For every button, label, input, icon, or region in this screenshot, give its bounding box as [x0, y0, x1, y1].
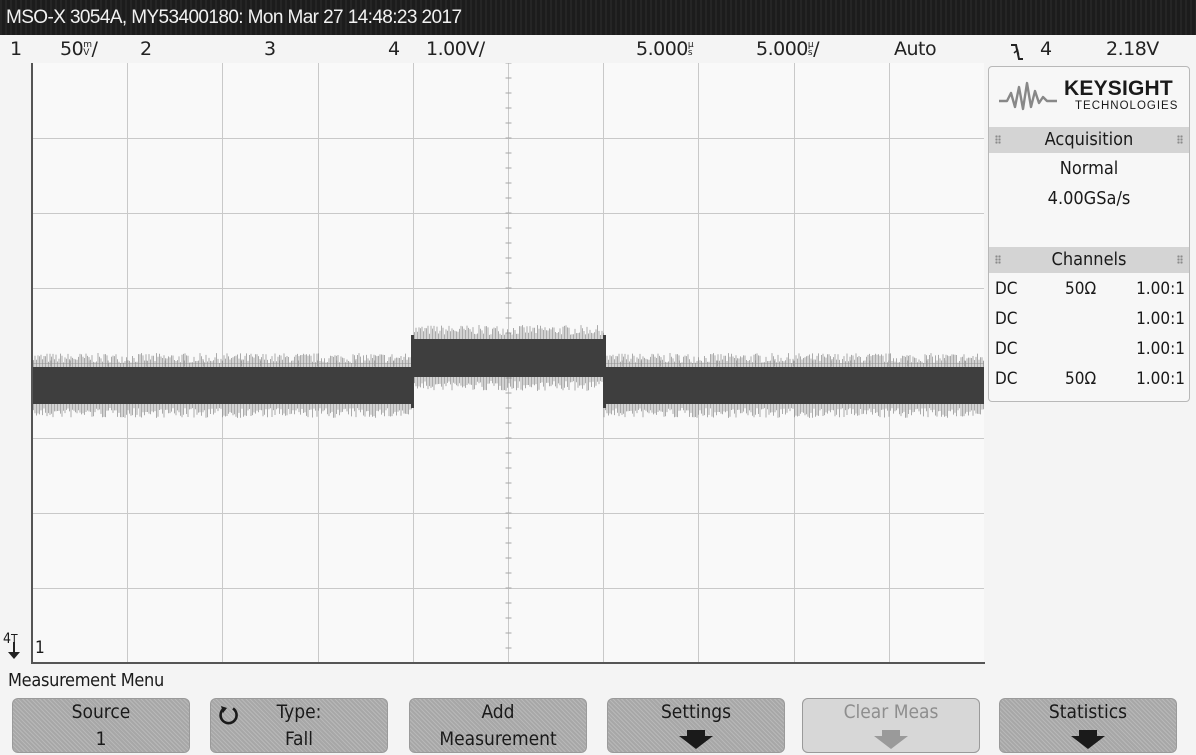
trace-band: [604, 367, 984, 404]
display-left-border: [31, 63, 33, 663]
trigger-level-arrow-icon: [13, 642, 15, 654]
coupling: DC: [995, 309, 1018, 329]
probe-ratio: 1.00:1: [1136, 369, 1185, 389]
waveform-display[interactable]: [32, 63, 984, 663]
brand-name: KEYSIGHT: [1064, 77, 1173, 100]
impedance: 50Ω: [1065, 369, 1097, 389]
submenu-arrow-icon: [874, 736, 908, 749]
trace-band: [413, 339, 604, 377]
submenu-arrow-icon: [679, 736, 713, 749]
trigger-source[interactable]: 4: [1040, 38, 1052, 60]
grip-icon: [1177, 255, 1183, 264]
submenu-arrow-icon: [1071, 736, 1105, 749]
ch1-scale[interactable]: 50 m V /: [60, 38, 98, 60]
brand-subtitle: TECHNOLOGIES: [1075, 100, 1179, 112]
timebase[interactable]: 5.000 μ s /: [756, 38, 820, 60]
submenu-arrow-icon: [1079, 730, 1097, 737]
type-softkey[interactable]: Type: Fall: [210, 698, 388, 753]
ch3-number[interactable]: 3: [264, 38, 276, 60]
grip-icon: [995, 135, 1001, 144]
title-text: MSO-X 3054A, MY53400180: Mon Mar 27 14:4…: [6, 7, 462, 28]
ch4-number[interactable]: 4: [388, 38, 400, 60]
ch1-number[interactable]: 1: [10, 38, 22, 60]
impedance: 50Ω: [1065, 279, 1097, 299]
coupling: DC: [995, 369, 1018, 389]
channel-row: DC 50Ω 1.00:1: [995, 277, 1185, 301]
channel-row: DC 50Ω 1.00:1: [995, 367, 1185, 391]
grip-icon: [1177, 135, 1183, 144]
trigger-level-marker[interactable]: 4T: [3, 632, 20, 659]
submenu-arrow-icon: [882, 730, 900, 737]
menu-title: Measurement Menu: [8, 670, 164, 691]
coupling: DC: [995, 339, 1018, 359]
time-delay[interactable]: 5.000 μ s: [636, 38, 694, 60]
add-measurement-softkey[interactable]: Add Measurement: [409, 698, 587, 753]
acquisition-mode: Normal: [1059, 158, 1119, 179]
channel-row: DC 1.00:1: [995, 307, 1185, 331]
statistics-softkey[interactable]: Statistics: [999, 698, 1177, 753]
ch2-number[interactable]: 2: [140, 38, 152, 60]
trigger-mode[interactable]: Auto: [894, 38, 937, 60]
trigger-level-arrowhead: [8, 652, 20, 659]
sample-rate: 4.00GSa/s: [1047, 188, 1131, 209]
ch4-scale[interactable]: 1.00V/: [426, 38, 485, 60]
rotate-knob-icon: [219, 706, 238, 725]
trace-band: [32, 367, 413, 404]
ch1-ground-marker[interactable]: 1: [35, 638, 45, 658]
status-bar: 1 50 m V/ 2 3 4 1.00V/ 5.000 μ s 5.000 μ s / Au…: [0, 35, 1196, 63]
acquisition-heading[interactable]: Acquisition: [989, 127, 1189, 153]
keysight-wave-icon: [999, 81, 1057, 111]
probe-ratio: 1.00:1: [1136, 339, 1185, 359]
channels-heading[interactable]: Channels: [989, 247, 1189, 273]
trace-falling-edge: [603, 335, 606, 408]
source-softkey[interactable]: Source 1: [12, 698, 190, 753]
title-bar: MSO-X 3054A, MY53400180: Mon Mar 27 14:4…: [0, 0, 1196, 35]
coupling: DC: [995, 279, 1018, 299]
settings-softkey[interactable]: Settings: [607, 698, 785, 753]
trace-rising-edge: [411, 335, 414, 408]
probe-ratio: 1.00:1: [1136, 309, 1185, 329]
trigger-level[interactable]: 2.18V: [1106, 38, 1159, 60]
keysight-logo: KEYSIGHT TECHNOLOGIES: [989, 67, 1189, 127]
falling-edge-icon[interactable]: [1010, 41, 1024, 60]
probe-ratio: 1.00:1: [1136, 279, 1185, 299]
display-bottom-border: [31, 662, 985, 664]
clear-meas-softkey[interactable]: Clear Meas: [802, 698, 980, 753]
grip-icon: [995, 255, 1001, 264]
channel-1-trace: [32, 325, 984, 418]
channel-row: DC 1.00:1: [995, 337, 1185, 361]
submenu-arrow-icon: [687, 730, 705, 737]
info-panel: KEYSIGHT TECHNOLOGIES Acquisition Normal…: [988, 66, 1190, 402]
